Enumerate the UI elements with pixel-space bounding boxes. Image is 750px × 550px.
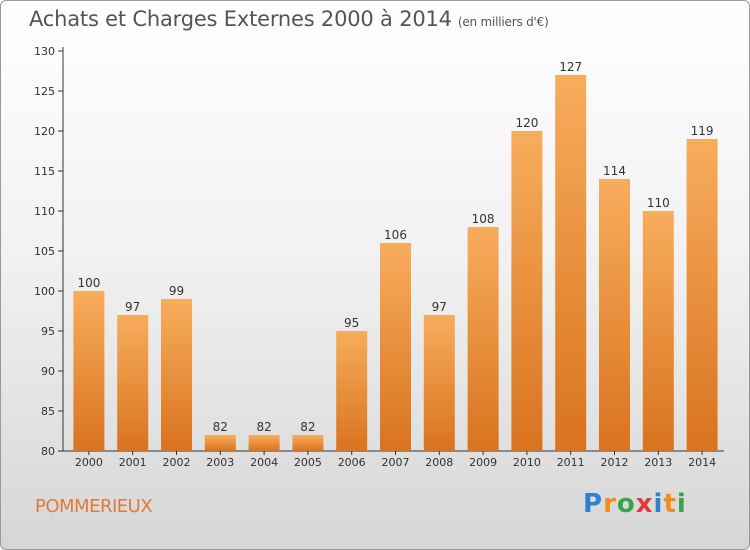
bar	[117, 315, 149, 451]
bar	[248, 435, 280, 451]
logo-letter: P	[583, 489, 604, 519]
data-label: 82	[213, 420, 228, 434]
x-tick-label: 2014	[688, 456, 716, 469]
data-label: 127	[559, 60, 582, 74]
data-label: 106	[384, 228, 407, 242]
logo-letter: x	[635, 489, 654, 519]
bar	[204, 435, 236, 451]
x-tick-label: 2011	[557, 456, 585, 469]
bar	[555, 75, 587, 451]
data-label: 114	[603, 164, 626, 178]
x-tick-label: 2010	[513, 456, 541, 469]
x-tick-label: 2001	[119, 456, 147, 469]
y-tick-label: 110	[34, 205, 55, 218]
logo-letter: r	[603, 489, 617, 519]
unit-label: (en milliers d'€)	[457, 15, 549, 29]
data-label: 97	[432, 300, 447, 314]
proxiti-logo: Proxiti	[583, 489, 687, 519]
x-tick-label: 2007	[382, 456, 410, 469]
x-tick-label: 2008	[425, 456, 453, 469]
data-label: 108	[472, 212, 495, 226]
bar	[642, 211, 674, 451]
x-tick-label: 2000	[75, 456, 103, 469]
data-label: 120	[515, 116, 538, 130]
data-label: 82	[256, 420, 271, 434]
commune-name: POMMERIEUX	[35, 496, 153, 517]
data-label: 100	[77, 276, 100, 290]
chart-title: Achats et Charges Externes 2000 à 2014 (e…	[29, 7, 549, 31]
x-tick-label: 2013	[644, 456, 672, 469]
data-label: 99	[169, 284, 184, 298]
bar	[511, 131, 543, 451]
bar	[686, 139, 718, 451]
bar	[292, 435, 324, 451]
bar	[73, 291, 105, 451]
x-tick-label: 2012	[601, 456, 629, 469]
data-label: 95	[344, 316, 359, 330]
bar	[380, 243, 411, 451]
y-tick-label: 95	[41, 325, 55, 338]
y-tick-label: 90	[41, 365, 55, 378]
bar	[423, 315, 455, 451]
data-label: 110	[647, 196, 670, 210]
y-tick-label: 115	[34, 165, 55, 178]
y-tick-label: 85	[41, 405, 55, 418]
logo-letter: t	[663, 489, 677, 519]
bar	[336, 331, 368, 451]
title-text: Achats et Charges Externes 2000 à 2014	[29, 7, 452, 31]
x-tick-label: 2006	[338, 456, 366, 469]
x-tick-label: 2002	[163, 456, 191, 469]
logo-letter: i	[676, 489, 687, 519]
data-label: 82	[300, 420, 315, 434]
y-tick-label: 120	[34, 125, 55, 138]
x-tick-label: 2005	[294, 456, 322, 469]
x-tick-label: 2003	[206, 456, 234, 469]
x-tick-label: 2009	[469, 456, 497, 469]
bar	[467, 227, 499, 451]
bar	[161, 299, 192, 451]
y-tick-label: 125	[34, 85, 55, 98]
y-tick-label: 105	[34, 245, 55, 258]
bar	[599, 179, 630, 451]
y-tick-label: 100	[34, 285, 55, 298]
logo-letter: i	[653, 489, 664, 519]
y-tick-label: 130	[34, 45, 55, 58]
logo-letter: o	[616, 489, 636, 519]
x-tick-label: 2004	[250, 456, 278, 469]
data-label: 119	[691, 124, 714, 138]
y-tick-label: 80	[41, 445, 55, 458]
data-label: 97	[125, 300, 140, 314]
